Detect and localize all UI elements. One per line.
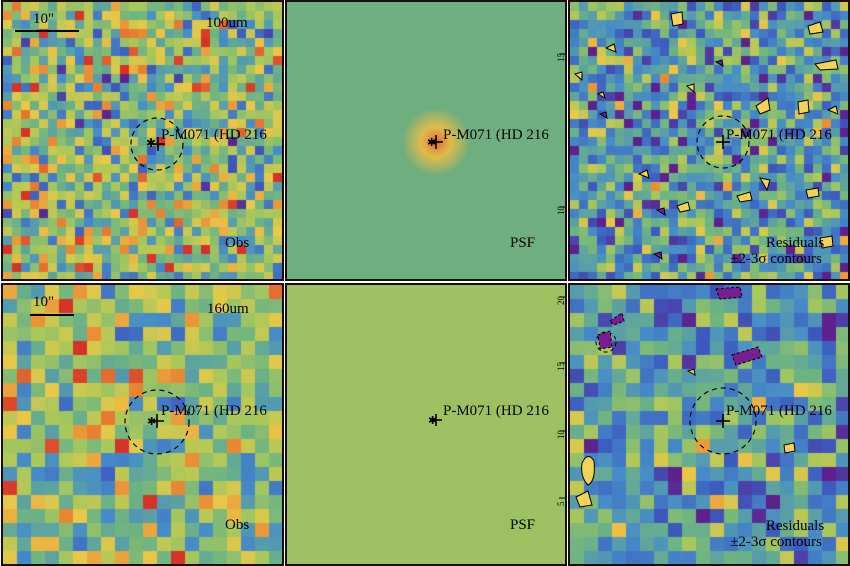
panel-160um-psf: ✱ P-M071 (HD 216 PSF 20 15 10 5 xyxy=(285,283,567,566)
psf-map-100um xyxy=(287,2,565,279)
star-asterisk: ✱ xyxy=(427,137,436,149)
tick-label: 15 xyxy=(556,53,566,62)
tick-label: 15 xyxy=(556,362,566,371)
target-marker: ✱ xyxy=(428,414,442,427)
panel-160um-observed: ✱ 10" 160um P-M071 (HD 216 Obs xyxy=(1,283,284,566)
residual-map-160um xyxy=(570,285,848,564)
tick-label: 10 xyxy=(556,206,566,215)
contours xyxy=(573,11,839,249)
aperture-circle xyxy=(696,115,750,169)
star-asterisk: ✱ xyxy=(146,136,156,150)
panel-160um-residual: P-M071 (HD 216 Residuals ±2-3σ contours xyxy=(568,283,850,566)
aperture-circle-small xyxy=(595,331,617,353)
caption-line-1: Residuals xyxy=(765,235,825,251)
target-marker: ✱ xyxy=(427,135,443,149)
panel-caption: Obs xyxy=(225,235,250,251)
tick-label: 10 xyxy=(556,430,566,439)
scale-label: 10" xyxy=(33,11,55,27)
aperture-circle xyxy=(124,389,190,455)
overlay-160um-residual xyxy=(575,286,796,508)
caption-line-2: ±2-3σ contours xyxy=(730,534,822,550)
target-label: P-M071 (HD 216 xyxy=(443,127,549,143)
target-marker xyxy=(716,414,730,428)
overlay-160um-psf: ✱ xyxy=(428,296,565,499)
band-label: 160um xyxy=(207,301,249,317)
panel-caption: PSF xyxy=(510,517,536,533)
band-label: 100um xyxy=(206,15,248,31)
panel-100um-observed: ✱ 10" 100um P-M071 (HD 216 Obs xyxy=(1,0,284,281)
overlay-160um-observed: ✱ xyxy=(30,314,190,455)
panel-caption: PSF xyxy=(510,235,536,251)
target-label: P-M071 (HD 216 xyxy=(161,403,267,419)
target-label: P-M071 (HD 216 xyxy=(726,127,832,143)
star-asterisk: ✱ xyxy=(428,415,437,427)
overlay-100um-residual xyxy=(573,11,839,260)
target-marker xyxy=(716,135,730,149)
star-asterisk: ✱ xyxy=(147,416,156,428)
target-label: P-M071 (HD 216 xyxy=(443,403,549,419)
panel-100um-residual: P-M071 (HD 216 Residuals ±2-3σ contours xyxy=(568,0,850,281)
overlay-100um-psf: ✱ xyxy=(427,53,565,208)
panel-caption: Obs xyxy=(225,517,250,533)
caption-line-2: ±2-3σ contours xyxy=(730,251,822,267)
target-label: P-M071 (HD 216 xyxy=(161,127,267,143)
residual-map-100um xyxy=(570,2,848,279)
contours xyxy=(575,368,796,508)
caption-line-1: Residuals xyxy=(765,518,825,534)
overlay-100um-observed: ✱ xyxy=(15,30,184,171)
target-marker: ✱ xyxy=(147,414,164,428)
psf-map-160um xyxy=(287,285,565,564)
aperture-circle xyxy=(130,117,184,171)
aperture-circle xyxy=(689,387,757,455)
scale-label: 10" xyxy=(33,294,55,310)
tick-label: 5 xyxy=(556,501,566,507)
negative-contours xyxy=(597,286,763,366)
observed-map-160um xyxy=(3,285,282,564)
observed-map-100um xyxy=(3,2,282,279)
target-marker: ✱ xyxy=(146,136,165,151)
panel-100um-psf: ✱ P-M071 (HD 216 PSF 15 10 xyxy=(285,0,567,281)
tick-label: 20 xyxy=(556,296,566,305)
target-label: P-M071 (HD 216 xyxy=(726,403,832,419)
negative-contours xyxy=(598,59,724,260)
